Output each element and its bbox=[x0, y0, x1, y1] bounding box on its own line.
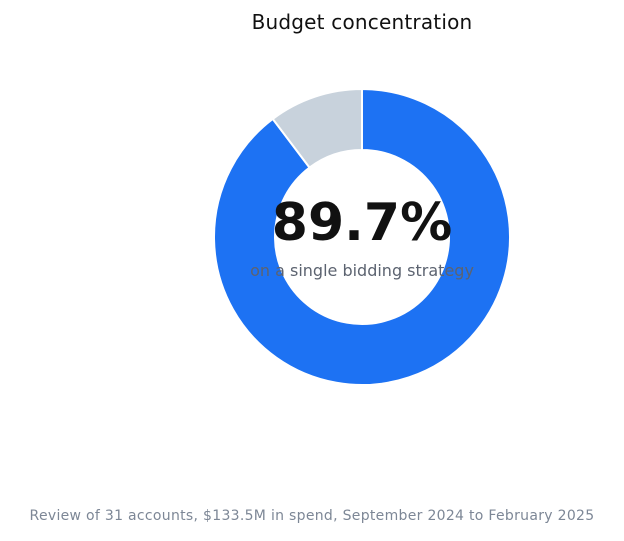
center-value: 89.7% bbox=[271, 193, 453, 253]
donut-slice-1 bbox=[271, 87, 363, 169]
center-caption: on a single bidding strategy bbox=[250, 261, 474, 280]
chart-title: Budget concentration bbox=[251, 10, 473, 34]
footnote: Review of 31 accounts, $133.5M in spend,… bbox=[29, 508, 595, 524]
donut-slice-0 bbox=[213, 87, 511, 386]
